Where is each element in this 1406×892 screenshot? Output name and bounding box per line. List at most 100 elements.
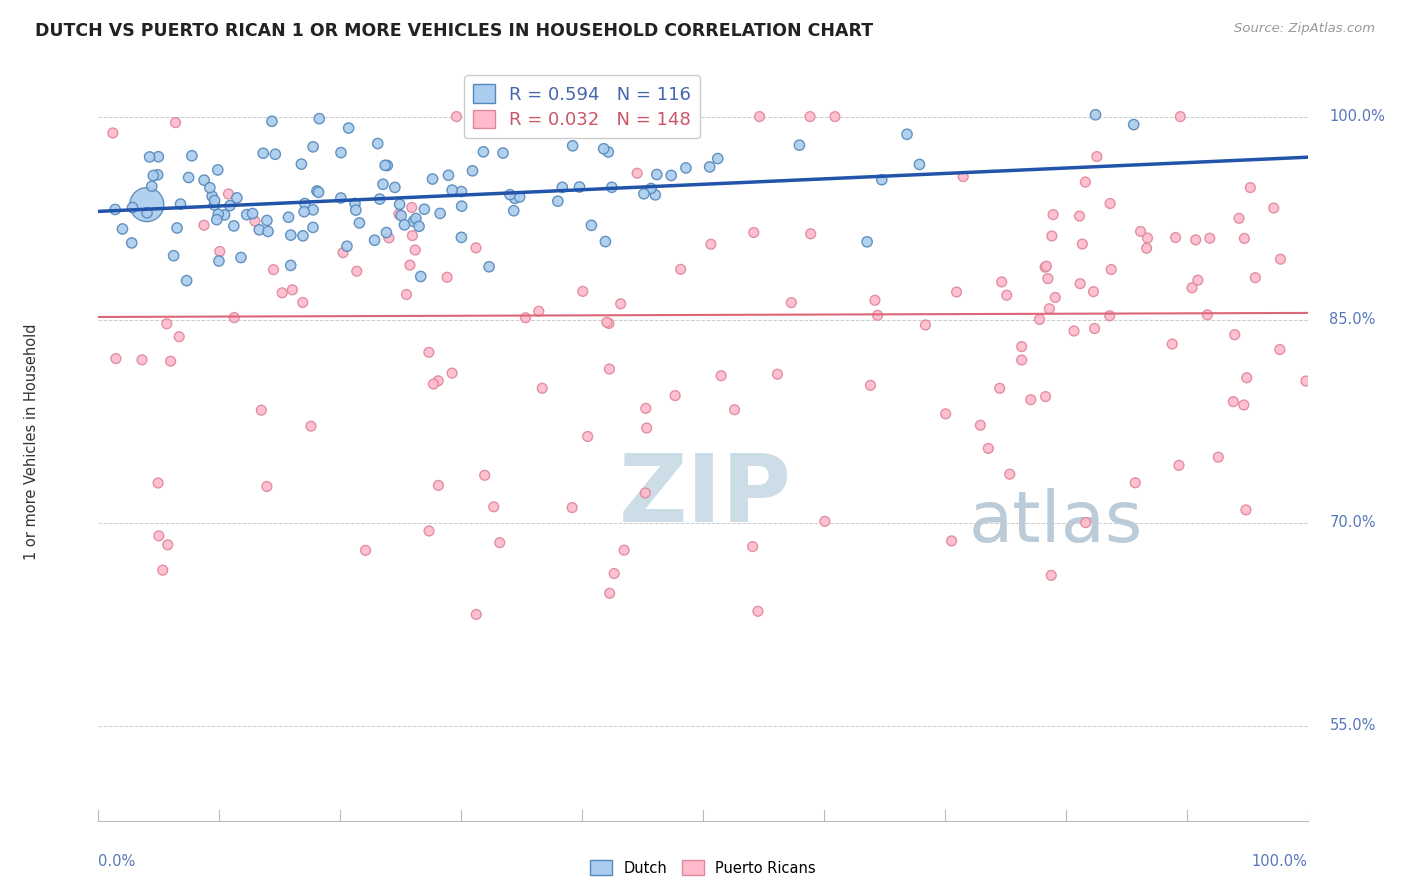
Text: Source: ZipAtlas.com: Source: ZipAtlas.com [1234, 22, 1375, 36]
Point [330, 145, 353, 160]
Point [256, 479, 278, 493]
Point [214, 208, 236, 222]
Point [1040, 229, 1063, 244]
Point [1129, 224, 1152, 238]
Point [367, 136, 389, 151]
Point [404, 243, 426, 257]
Point [363, 233, 385, 247]
Point [780, 295, 803, 310]
Point [554, 110, 576, 124]
Point [592, 142, 614, 156]
Point [167, 329, 190, 343]
Point [302, 140, 325, 154]
Point [252, 146, 274, 161]
Point [169, 197, 191, 211]
Point [1040, 568, 1063, 582]
Point [748, 110, 770, 124]
Point [1122, 118, 1144, 132]
Point [465, 607, 488, 622]
Point [422, 172, 444, 186]
Point [329, 191, 352, 205]
Point [156, 317, 179, 331]
Point [208, 244, 231, 259]
Point [502, 203, 524, 218]
Point [257, 224, 280, 238]
Text: 100.0%: 100.0% [1251, 855, 1308, 870]
Point [408, 219, 430, 234]
Point [1187, 273, 1209, 287]
Point [598, 317, 620, 331]
Text: atlas: atlas [969, 488, 1143, 558]
Point [180, 149, 202, 163]
Point [374, 158, 396, 172]
Point [346, 264, 368, 278]
Point [277, 211, 299, 225]
Point [394, 218, 416, 232]
Point [1268, 343, 1291, 357]
Point [1074, 175, 1097, 189]
Point [995, 288, 1018, 302]
Point [1038, 301, 1060, 316]
Point [271, 285, 294, 300]
Point [1244, 270, 1267, 285]
Text: 85.0%: 85.0% [1329, 312, 1375, 327]
Point [219, 199, 242, 213]
Point [207, 207, 229, 221]
Point [492, 146, 515, 161]
Point [156, 538, 179, 552]
Point [669, 262, 692, 277]
Point [305, 184, 328, 198]
Point [824, 110, 846, 124]
Point [441, 366, 464, 380]
Point [225, 191, 247, 205]
Point [1223, 327, 1246, 342]
Point [1042, 208, 1064, 222]
Point [308, 112, 330, 126]
Point [675, 161, 697, 175]
Point [472, 145, 495, 159]
Point [148, 150, 170, 164]
Point [446, 110, 468, 124]
Point [294, 196, 316, 211]
Point [450, 230, 472, 244]
Text: 100.0%: 100.0% [1329, 109, 1385, 124]
Point [375, 159, 398, 173]
Point [1099, 196, 1122, 211]
Legend: R = 0.594   N = 116, R = 0.032   N = 148: R = 0.594 N = 116, R = 0.032 N = 148 [464, 75, 700, 138]
Point [1074, 516, 1097, 530]
Point [613, 543, 636, 558]
Point [482, 500, 505, 514]
Point [388, 207, 411, 221]
Point [1036, 271, 1059, 285]
Point [990, 275, 1012, 289]
Point [159, 354, 181, 368]
Point [503, 191, 526, 205]
Point [399, 258, 422, 272]
Point [264, 147, 287, 161]
Point [281, 283, 304, 297]
Point [766, 368, 789, 382]
Point [515, 310, 537, 325]
Point [896, 127, 918, 141]
Text: DUTCH VS PUERTO RICAN 1 OR MORE VEHICLES IN HOUSEHOLD CORRELATION CHART: DUTCH VS PUERTO RICAN 1 OR MORE VEHICLES… [35, 22, 873, 40]
Point [1208, 450, 1230, 464]
Point [375, 226, 398, 240]
Point [388, 197, 411, 211]
Point [1071, 237, 1094, 252]
Point [136, 206, 159, 220]
Point [741, 540, 763, 554]
Point [1069, 209, 1091, 223]
Point [576, 429, 599, 443]
Point [450, 185, 472, 199]
Point [1161, 337, 1184, 351]
Point [427, 478, 450, 492]
Point [450, 199, 472, 213]
Point [142, 169, 165, 183]
Point [162, 249, 184, 263]
Point [478, 260, 501, 274]
Point [302, 202, 325, 217]
Point [623, 110, 645, 124]
Text: 0.0%: 0.0% [98, 855, 135, 870]
Point [509, 190, 531, 204]
Point [1035, 390, 1057, 404]
